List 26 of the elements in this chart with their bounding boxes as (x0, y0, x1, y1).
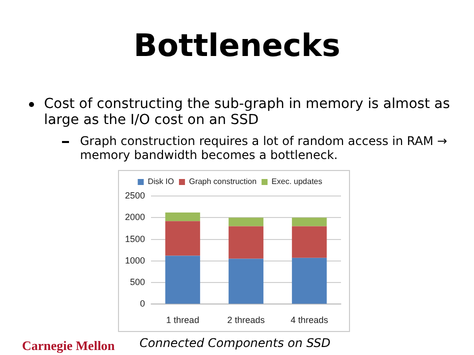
x-tick-label: 2 threads (227, 315, 266, 326)
y-tick-label: 2500 (124, 190, 146, 200)
bar (228, 226, 264, 259)
y-tick-label: 1000 (124, 255, 146, 266)
text: Cost of constructing the sub-graph in memory is almost as large as the I/O cost on an SSD (44, 96, 451, 128)
bar (165, 221, 200, 256)
text: Graph construction requires a lot of random access in RAM → memory bandwidth becomes a bottleneck. (80, 134, 448, 162)
bar (165, 212, 200, 222)
chart-title: Bottlenecks (132, 28, 342, 64)
bar (228, 218, 264, 226)
bar (228, 258, 264, 304)
legend-label: Exec. updates (272, 177, 322, 186)
bar (292, 258, 327, 304)
bar (165, 256, 200, 304)
bar (292, 218, 327, 226)
text: Carnegie Mellon (22, 338, 115, 354)
y-tick-label: 1500 (124, 234, 146, 244)
legend-label: Disk IO (148, 177, 174, 186)
bar (292, 226, 327, 258)
x-tick-label: 4 threads (290, 315, 329, 326)
y-tick-label: 500 (130, 277, 146, 288)
y-tick-label: 0 (140, 298, 146, 309)
text: Connected Components on SSD (140, 336, 330, 350)
y-tick-label: 2000 (124, 212, 146, 222)
x-tick-label: 1 thread (166, 315, 200, 326)
legend-label: Graph construction (188, 177, 257, 186)
